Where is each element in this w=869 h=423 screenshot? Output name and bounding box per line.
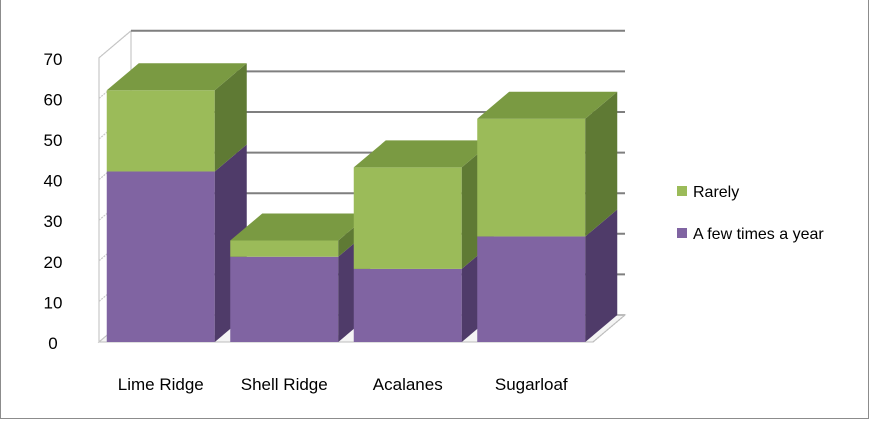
legend: Rarely A few times a year [677, 184, 824, 243]
legend-entry: Rarely [677, 184, 739, 201]
y-tick-label: 10 [44, 293, 63, 312]
bar-front [477, 236, 586, 342]
bar-top [106, 63, 247, 91]
y-tick-label: 60 [44, 90, 63, 109]
bar-front [353, 268, 462, 342]
bar-acalanes-series-2 [353, 140, 494, 269]
floor-edge [592, 314, 626, 343]
bar-lime-ridge-series-2 [106, 63, 247, 172]
y-tick-label: 30 [44, 212, 63, 231]
y-axis-tick-labels: 0 10 20 30 40 50 60 70 [44, 50, 63, 353]
bar-front [106, 171, 215, 342]
y-tick-label: 70 [44, 50, 63, 69]
bar-front [353, 167, 462, 269]
bar-front [477, 118, 586, 237]
bar-top [353, 140, 494, 168]
legend-swatch [677, 186, 687, 196]
x-tick-label: Sugarloaf [495, 375, 568, 394]
y-tick-label: 40 [44, 172, 63, 191]
y-tick-label: 0 [48, 334, 57, 353]
bar-side [585, 91, 618, 237]
bar-top [477, 91, 618, 119]
y-tick-label: 50 [44, 131, 63, 150]
gridline-side [98, 30, 132, 59]
bar-sugarloaf-series-1 [477, 209, 618, 342]
bar-front [106, 90, 215, 172]
bar-side [585, 209, 618, 342]
bar-front [230, 256, 339, 342]
x-tick-label: Lime Ridge [118, 375, 204, 394]
legend-label: A few times a year [693, 226, 824, 243]
bar-front [230, 240, 339, 257]
y-tick-label: 20 [44, 253, 63, 272]
legend-swatch [677, 228, 687, 238]
bar-side [214, 63, 247, 172]
bar-sugarloaf-series-2 [477, 91, 618, 237]
x-axis-tick-labels: Lime Ridge Shell Ridge Acalanes Sugarloaf [118, 375, 568, 394]
bar-shell-ridge-series-2 [230, 213, 371, 257]
bar-top [230, 213, 371, 241]
x-tick-label: Shell Ridge [241, 375, 328, 394]
bars [106, 63, 618, 342]
legend-entry: A few times a year [677, 226, 824, 243]
x-tick-label: Acalanes [373, 375, 443, 394]
bar-lime-ridge-series-1 [106, 144, 247, 342]
legend-label: Rarely [693, 184, 739, 201]
